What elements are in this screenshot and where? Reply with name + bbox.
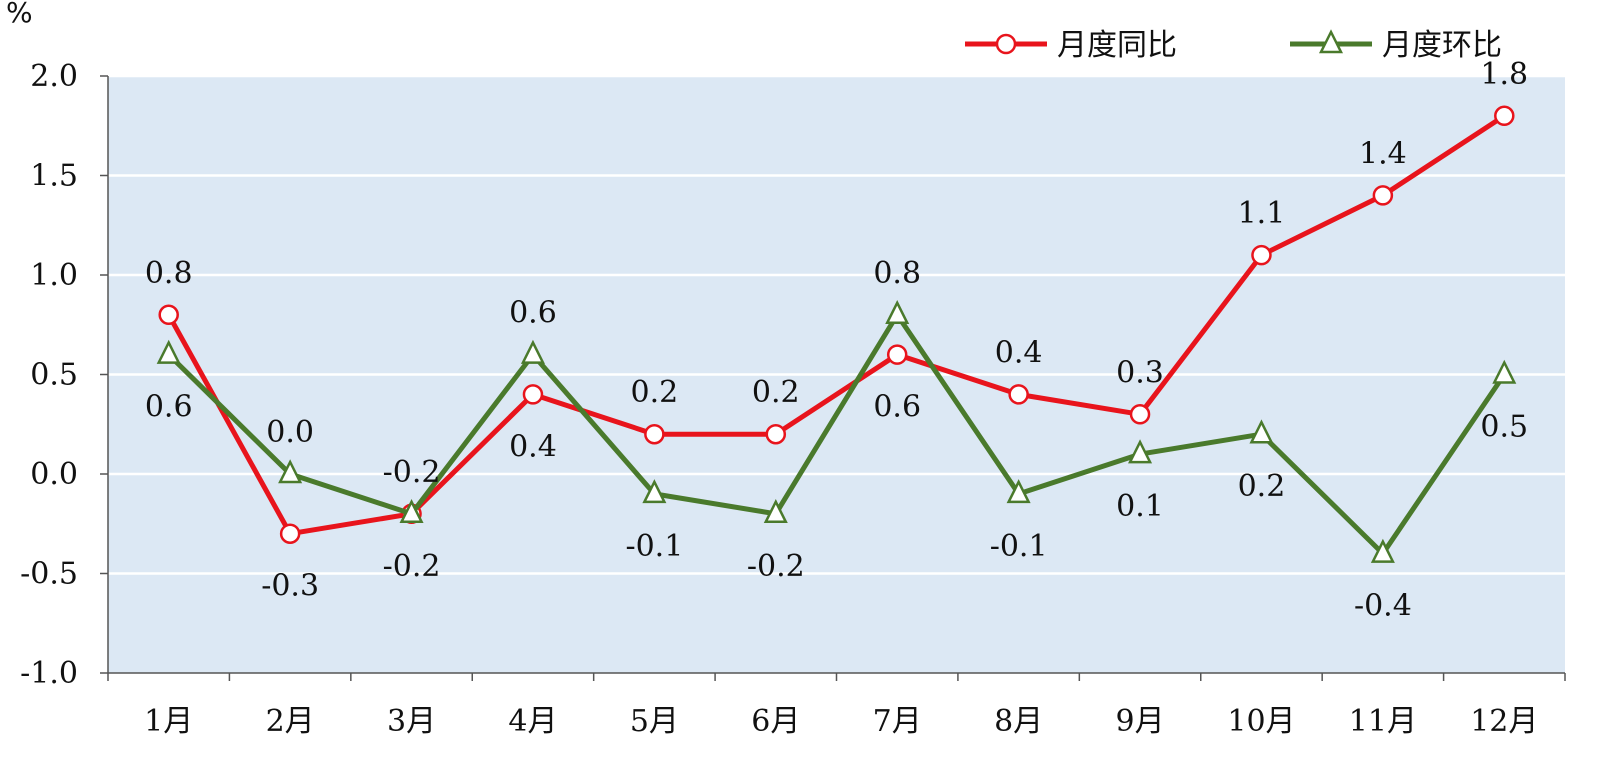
legend: 月度同比 月度环比 (965, 28, 1502, 63)
legend-marker-circle (995, 33, 1017, 55)
gridlines (108, 74, 1565, 575)
data-point-circle (1008, 384, 1029, 405)
data-label: 1.8 (1480, 57, 1528, 92)
data-point-circle (765, 423, 787, 445)
data-label: 0.8 (873, 256, 921, 291)
data-label: 0.5 (1480, 410, 1528, 445)
series-group: 0.8 0.6 -0.3 0.0 -0.2 -0.2 0.4 0.6 0.2 -0.1 0.2 -0.… (145, 57, 1528, 624)
x-tick-label: 12月 (1470, 704, 1538, 739)
data-label: 0.2 (1238, 469, 1286, 504)
data-label: 0.2 (631, 375, 679, 410)
data-label: -0.2 (747, 549, 805, 584)
data-label: -0.2 (383, 455, 441, 490)
data-point-triangle (1128, 439, 1153, 464)
y-tick-label: -0.5 (20, 557, 78, 592)
data-point-circle (158, 304, 179, 326)
x-tick-label: 2月 (266, 704, 315, 739)
data-label: -0.1 (990, 529, 1048, 564)
y-tick-label: 0.5 (30, 358, 78, 393)
data-point-circle (279, 523, 301, 544)
data-point-triangle (520, 339, 545, 364)
data-label: 0.6 (509, 296, 557, 331)
data-point-triangle (1492, 359, 1517, 384)
series-2 (156, 300, 1517, 563)
data-point-triangle (763, 499, 788, 524)
x-tick-label: 5月 (630, 704, 679, 739)
x-tick-label: 9月 (1115, 704, 1164, 739)
data-point-circle (1372, 185, 1394, 206)
x-tick-label: 4月 (508, 704, 557, 739)
y-axis-unit: % (6, 0, 33, 29)
x-tick-label: 7月 (873, 704, 922, 739)
x-tick-label: 11月 (1349, 704, 1417, 739)
data-label: 0.6 (145, 390, 193, 425)
data-point-circle (886, 344, 908, 365)
legend-label: 月度环比 (1382, 28, 1502, 63)
data-point-circle (522, 384, 544, 405)
data-label: 0.0 (266, 415, 314, 450)
data-label: -0.2 (383, 549, 441, 584)
y-tick-label: -1.0 (20, 656, 78, 691)
series-line (166, 113, 1506, 537)
data-point-triangle (399, 499, 424, 524)
x-axis-ticks: 1月 2月 3月 4月 5月 6月 7月 8月 9月 10月 11月 12月 (107, 673, 1566, 739)
data-point-triangle (156, 339, 181, 364)
data-label: 1.4 (1359, 136, 1407, 171)
data-point-triangle (1370, 538, 1395, 563)
series-line (166, 312, 1507, 557)
x-tick-label: 6月 (751, 704, 800, 739)
x-tick-label: 8月 (994, 704, 1043, 739)
data-label: 0.1 (1116, 489, 1164, 524)
y-axis-ticks: 2.0 1.5 1.0 0.5 0.0 -0.5 -1.0 (20, 59, 108, 691)
x-tick-label: 3月 (387, 704, 436, 739)
data-label: -0.1 (625, 529, 683, 564)
data-point-triangle (1006, 479, 1031, 504)
data-point-circle (1129, 404, 1151, 425)
data-label: -0.3 (261, 569, 319, 604)
data-label: 0.6 (873, 390, 921, 425)
data-label: 0.2 (752, 375, 800, 410)
data-label: 1.1 (1238, 196, 1286, 231)
data-label: 0.8 (145, 256, 193, 291)
data-point-triangle (278, 459, 303, 484)
data-point-circle (644, 423, 665, 445)
x-tick-label: 10月 (1227, 704, 1295, 739)
data-label: 0.4 (995, 335, 1043, 370)
data-point-triangle (642, 479, 667, 504)
data-label: 0.4 (509, 429, 557, 464)
data-point-circle (1251, 244, 1272, 266)
data-point-circle (1494, 105, 1515, 127)
y-tick-label: 2.0 (30, 59, 78, 94)
y-tick-label: 1.5 (30, 159, 78, 194)
legend-label: 月度同比 (1057, 28, 1177, 63)
data-point-triangle (885, 300, 910, 325)
data-label: 0.3 (1116, 355, 1164, 390)
x-tick-label: 1月 (144, 704, 193, 739)
y-tick-label: 1.0 (30, 258, 78, 293)
data-label: -0.4 (1354, 589, 1412, 624)
y-tick-label: 0.0 (30, 457, 78, 492)
legend-marker-triangle (1318, 29, 1344, 54)
data-point-triangle (1249, 419, 1274, 444)
